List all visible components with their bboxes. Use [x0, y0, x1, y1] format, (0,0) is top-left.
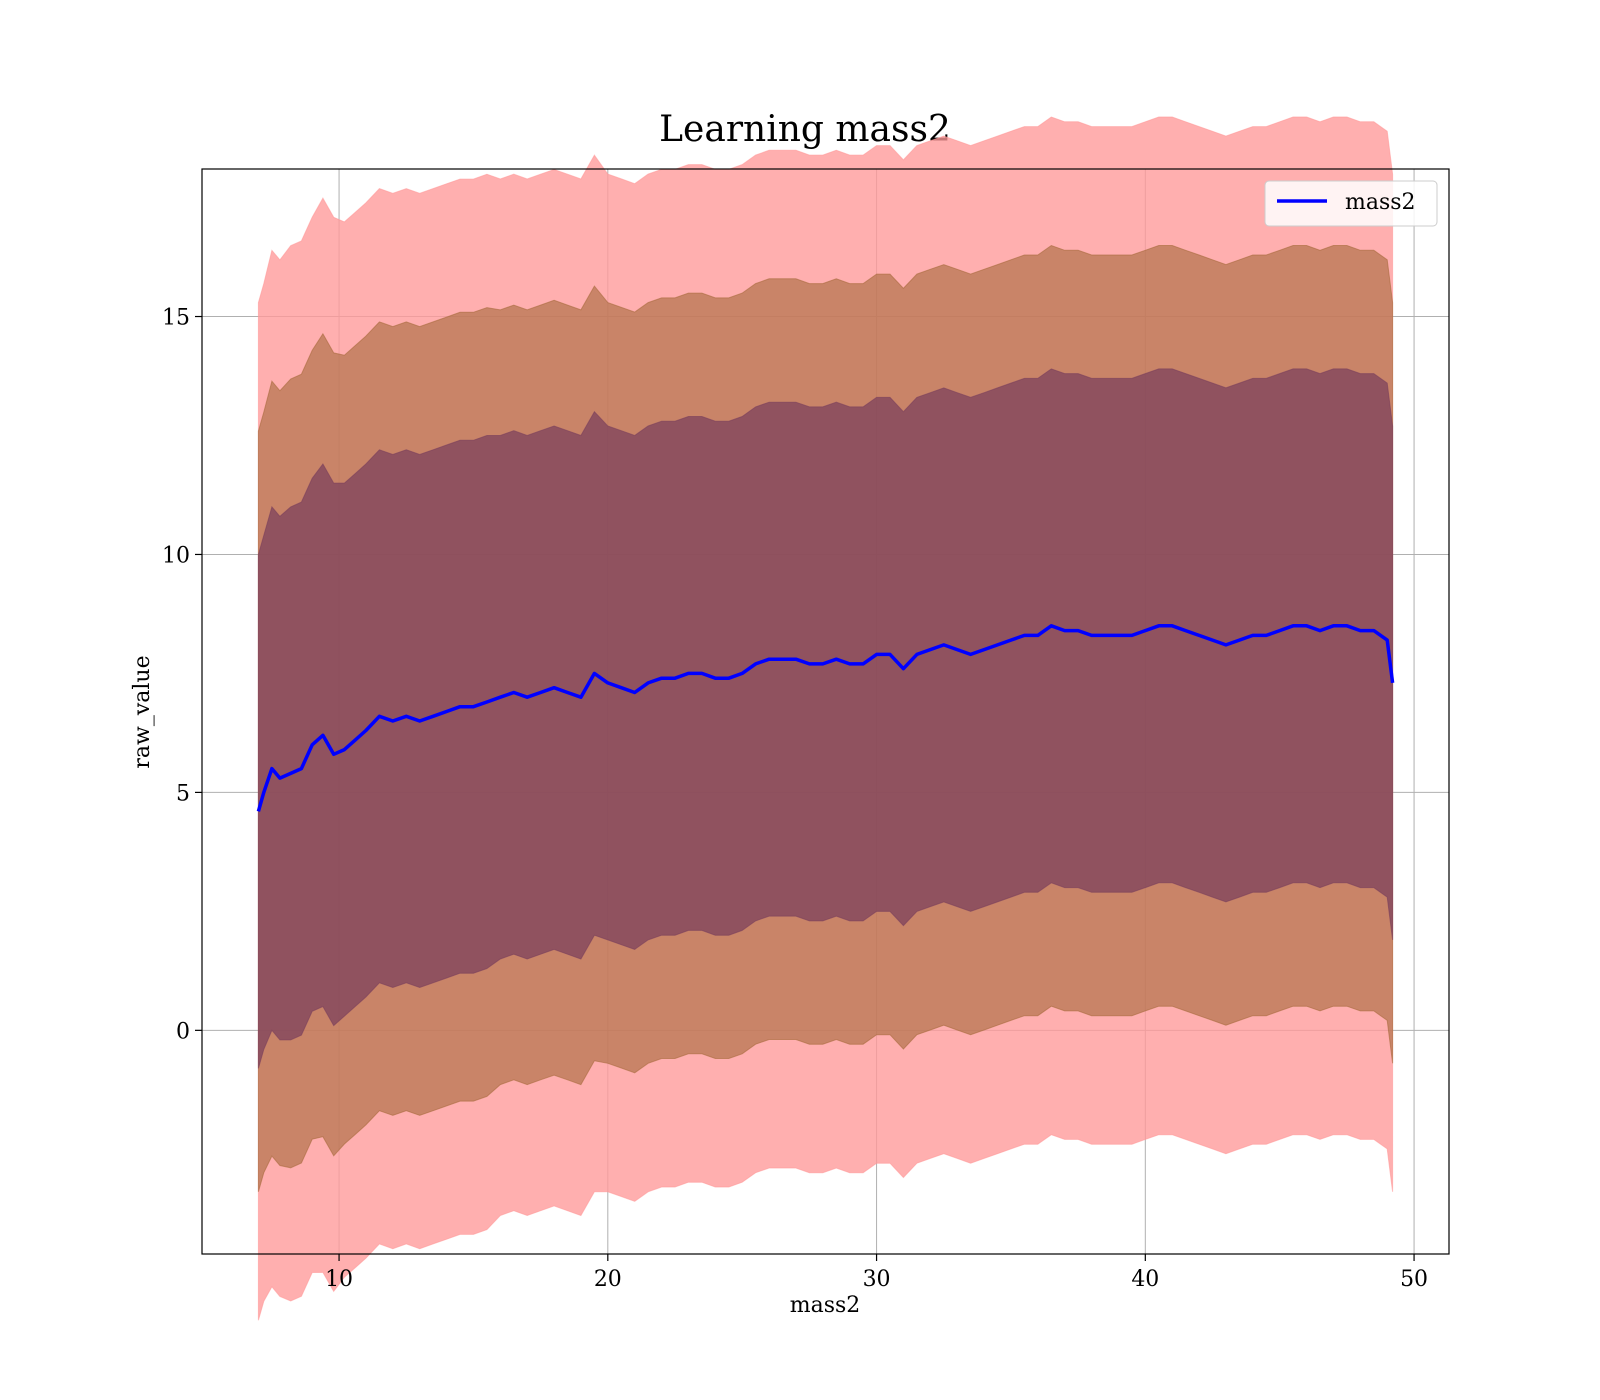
x-tick-label: 40: [1131, 1267, 1159, 1292]
legend: mass2: [1264, 180, 1438, 227]
x-tick-label: 50: [1400, 1267, 1428, 1292]
y-tick-label: 10: [162, 543, 190, 568]
band-1-sigma: [257, 368, 1394, 1069]
y-tick-label: 5: [176, 781, 190, 806]
series-lines: [256, 624, 1395, 812]
series-line-mass2: [256, 624, 1395, 812]
y-tick-label: 0: [176, 1019, 190, 1044]
y-axis-ticks: 0 5 10 15: [162, 306, 202, 1044]
x-axis-label: mass2: [790, 1293, 861, 1318]
legend-label: mass2: [1345, 190, 1416, 215]
y-tick-label: 15: [162, 306, 190, 331]
axes-frame: [201, 168, 1450, 1255]
legend-box: [1264, 180, 1438, 227]
x-tick-label: 30: [863, 1267, 891, 1292]
y-axis-label: raw_value: [130, 655, 155, 768]
x-tick-label: 10: [325, 1267, 353, 1292]
x-axis-ticks: 10 20 30 40 50: [325, 1254, 1428, 1292]
confidence-bands: [257, 116, 1394, 1321]
x-tick-label: 20: [594, 1267, 622, 1292]
chart-title: Learning mass2: [659, 109, 951, 150]
